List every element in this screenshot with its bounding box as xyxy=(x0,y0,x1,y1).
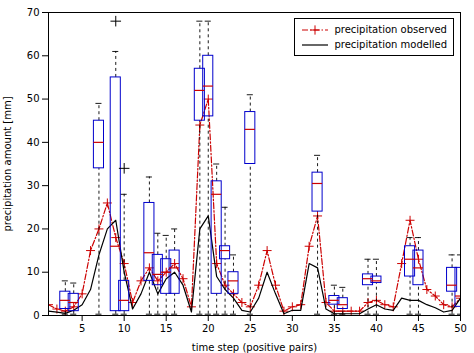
svg-text:40: 40 xyxy=(370,323,383,334)
svg-text:70: 70 xyxy=(27,7,40,18)
html-text:precipitation modelled: precipitation modelled xyxy=(334,39,447,50)
svg-text:50: 50 xyxy=(27,93,40,104)
svg-text:50: 50 xyxy=(454,323,467,334)
svg-text:30: 30 xyxy=(286,323,299,334)
svg-text:25: 25 xyxy=(244,323,257,334)
svg-text:30: 30 xyxy=(27,180,40,191)
svg-text:10: 10 xyxy=(118,323,131,334)
svg-text:60: 60 xyxy=(27,50,40,61)
svg-text:20: 20 xyxy=(27,223,40,234)
svg-text:precipitation amount [mm]: precipitation amount [mm] xyxy=(2,96,13,231)
svg-text:35: 35 xyxy=(328,323,341,334)
svg-text:0: 0 xyxy=(33,310,39,321)
svg-text:20: 20 xyxy=(202,323,215,334)
svg-text:45: 45 xyxy=(412,323,425,334)
svg-text:5: 5 xyxy=(79,323,85,334)
svg-text:10: 10 xyxy=(27,266,40,277)
svg-text:time step (positive pairs): time step (positive pairs) xyxy=(192,342,317,353)
html-text:precipitation observed: precipitation observed xyxy=(334,24,447,35)
svg-text:15: 15 xyxy=(160,323,173,334)
svg-text:40: 40 xyxy=(27,137,40,148)
